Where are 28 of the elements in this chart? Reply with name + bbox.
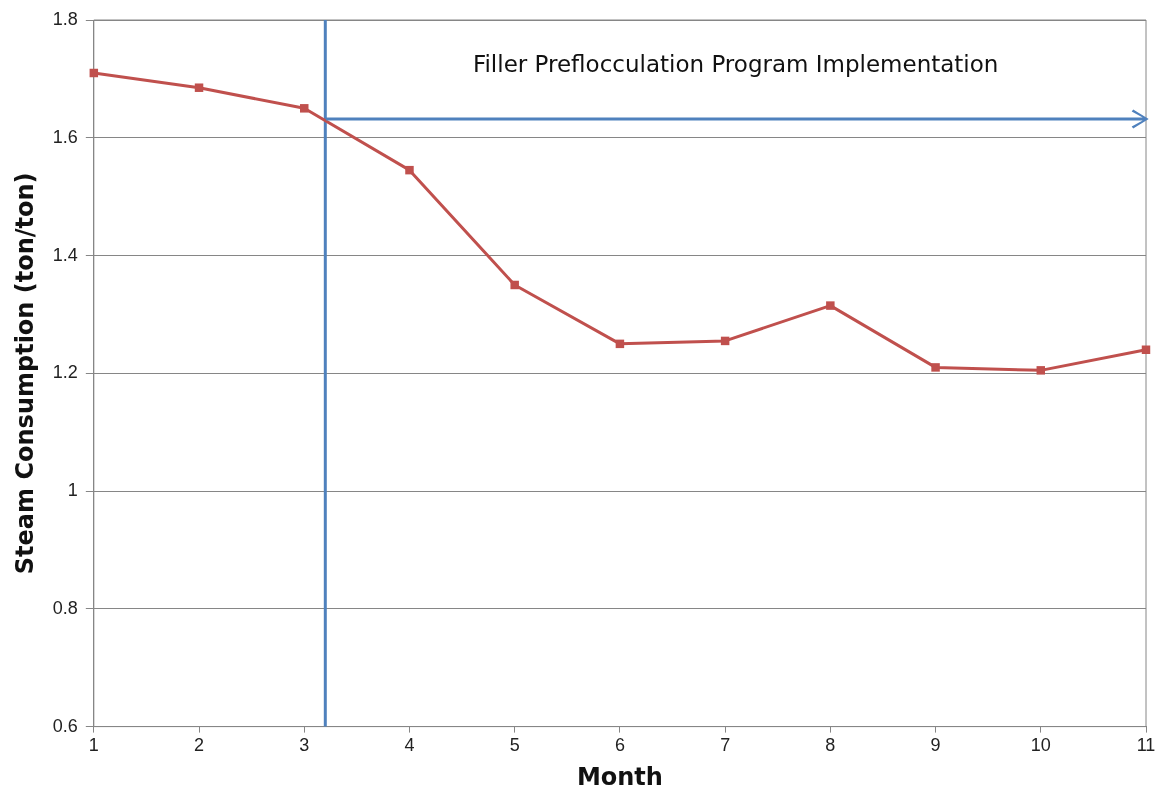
x-tick-label: 11: [1136, 735, 1156, 756]
x-tick-label: 6: [614, 735, 625, 756]
y-tick-label: 1.8: [52, 8, 78, 29]
x-tick-label: 10: [1030, 735, 1051, 756]
point: [510, 280, 519, 290]
y-tick-label: 1.6: [52, 126, 78, 147]
x-tick-label: 7: [720, 735, 731, 756]
y-tick-label: 1.4: [52, 244, 78, 265]
y-tick-label: 0.8: [52, 597, 78, 618]
x-tick-label: 1: [88, 735, 99, 756]
x-tick-label: 3: [299, 735, 310, 756]
x-tick-label: 2: [194, 735, 205, 756]
x-axis-title: Month: [576, 762, 663, 791]
point: [405, 165, 414, 175]
x-tick-label: 5: [509, 735, 520, 756]
y-axis-title: Steam Consumption (ton/ton): [10, 172, 39, 575]
point: [826, 301, 835, 310]
y-tick-label: 1.2: [52, 362, 78, 383]
point: [931, 363, 940, 372]
point: [194, 83, 204, 92]
x-tick-label: 9: [930, 735, 941, 756]
point: [300, 104, 309, 113]
x-tick-label: 4: [404, 735, 415, 756]
point: [1036, 366, 1046, 375]
y-tick-label: 0.6: [52, 715, 78, 736]
annotation: Filler Preflocculation Program Implementation: [472, 50, 999, 77]
y-tick-label: 1: [67, 480, 78, 501]
x-tick-label: 8: [825, 735, 836, 756]
